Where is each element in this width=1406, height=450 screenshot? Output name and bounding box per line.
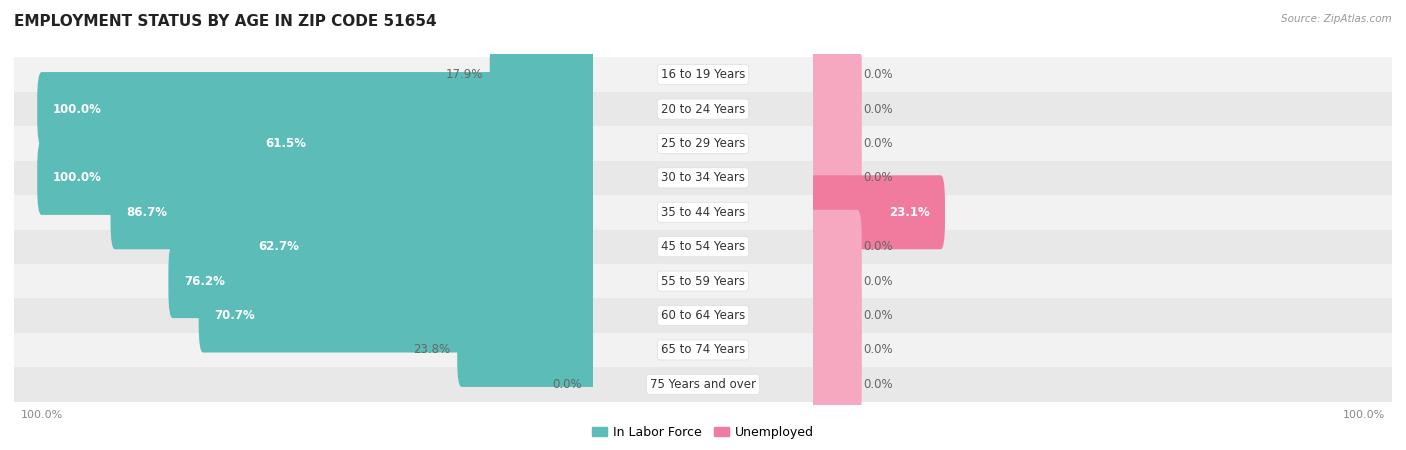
FancyBboxPatch shape — [813, 230, 1392, 264]
Text: 0.0%: 0.0% — [863, 171, 893, 184]
FancyBboxPatch shape — [14, 298, 593, 333]
Text: 100.0%: 100.0% — [52, 171, 101, 184]
FancyBboxPatch shape — [813, 195, 1392, 230]
FancyBboxPatch shape — [593, 161, 813, 195]
Text: 17.9%: 17.9% — [446, 68, 484, 81]
Text: 55 to 59 Years: 55 to 59 Years — [661, 274, 745, 288]
FancyBboxPatch shape — [14, 333, 593, 367]
FancyBboxPatch shape — [14, 161, 593, 195]
Text: 100.0%: 100.0% — [52, 103, 101, 116]
Text: 23.8%: 23.8% — [413, 343, 450, 356]
FancyBboxPatch shape — [813, 92, 1392, 126]
FancyBboxPatch shape — [593, 333, 813, 367]
Text: 0.0%: 0.0% — [863, 103, 893, 116]
FancyBboxPatch shape — [198, 279, 598, 352]
FancyBboxPatch shape — [14, 264, 593, 298]
FancyBboxPatch shape — [14, 367, 593, 401]
FancyBboxPatch shape — [813, 161, 1392, 195]
FancyBboxPatch shape — [813, 367, 1392, 401]
FancyBboxPatch shape — [808, 244, 862, 318]
FancyBboxPatch shape — [111, 176, 598, 249]
FancyBboxPatch shape — [808, 141, 862, 215]
FancyBboxPatch shape — [14, 58, 593, 92]
Text: 0.0%: 0.0% — [863, 274, 893, 288]
Text: 0.0%: 0.0% — [863, 309, 893, 322]
Text: 45 to 54 Years: 45 to 54 Years — [661, 240, 745, 253]
FancyBboxPatch shape — [808, 38, 862, 112]
Text: 0.0%: 0.0% — [863, 68, 893, 81]
Text: 35 to 44 Years: 35 to 44 Years — [661, 206, 745, 219]
FancyBboxPatch shape — [593, 367, 813, 401]
FancyBboxPatch shape — [808, 72, 862, 146]
Text: 61.5%: 61.5% — [264, 137, 307, 150]
Text: EMPLOYMENT STATUS BY AGE IN ZIP CODE 51654: EMPLOYMENT STATUS BY AGE IN ZIP CODE 516… — [14, 14, 437, 28]
Text: 0.0%: 0.0% — [863, 240, 893, 253]
FancyBboxPatch shape — [813, 298, 1392, 333]
FancyBboxPatch shape — [37, 141, 598, 215]
FancyBboxPatch shape — [243, 210, 598, 284]
FancyBboxPatch shape — [813, 126, 1392, 161]
FancyBboxPatch shape — [808, 347, 862, 421]
Text: 70.7%: 70.7% — [214, 309, 254, 322]
FancyBboxPatch shape — [14, 126, 593, 161]
Text: 0.0%: 0.0% — [863, 137, 893, 150]
Legend: In Labor Force, Unemployed: In Labor Force, Unemployed — [586, 421, 820, 444]
Text: 16 to 19 Years: 16 to 19 Years — [661, 68, 745, 81]
FancyBboxPatch shape — [808, 279, 862, 352]
FancyBboxPatch shape — [14, 230, 593, 264]
Text: 62.7%: 62.7% — [259, 240, 299, 253]
FancyBboxPatch shape — [808, 210, 862, 284]
Text: 23.1%: 23.1% — [889, 206, 929, 219]
Text: 0.0%: 0.0% — [863, 343, 893, 356]
FancyBboxPatch shape — [593, 230, 813, 264]
FancyBboxPatch shape — [593, 126, 813, 161]
Text: 76.2%: 76.2% — [184, 274, 225, 288]
FancyBboxPatch shape — [14, 195, 593, 230]
Text: Source: ZipAtlas.com: Source: ZipAtlas.com — [1281, 14, 1392, 23]
Text: 60 to 64 Years: 60 to 64 Years — [661, 309, 745, 322]
Text: 0.0%: 0.0% — [553, 378, 582, 391]
FancyBboxPatch shape — [14, 92, 593, 126]
FancyBboxPatch shape — [593, 298, 813, 333]
FancyBboxPatch shape — [813, 333, 1392, 367]
Text: 30 to 34 Years: 30 to 34 Years — [661, 171, 745, 184]
FancyBboxPatch shape — [813, 264, 1392, 298]
Text: 0.0%: 0.0% — [863, 378, 893, 391]
FancyBboxPatch shape — [457, 313, 598, 387]
FancyBboxPatch shape — [489, 38, 598, 112]
FancyBboxPatch shape — [808, 313, 862, 387]
FancyBboxPatch shape — [249, 107, 598, 180]
FancyBboxPatch shape — [37, 72, 598, 146]
FancyBboxPatch shape — [593, 264, 813, 298]
Text: 65 to 74 Years: 65 to 74 Years — [661, 343, 745, 356]
FancyBboxPatch shape — [808, 107, 862, 180]
Text: 20 to 24 Years: 20 to 24 Years — [661, 103, 745, 116]
FancyBboxPatch shape — [593, 195, 813, 230]
FancyBboxPatch shape — [593, 92, 813, 126]
FancyBboxPatch shape — [808, 176, 945, 249]
Text: 25 to 29 Years: 25 to 29 Years — [661, 137, 745, 150]
Text: 75 Years and over: 75 Years and over — [650, 378, 756, 391]
Text: 86.7%: 86.7% — [127, 206, 167, 219]
FancyBboxPatch shape — [593, 58, 813, 92]
FancyBboxPatch shape — [169, 244, 598, 318]
FancyBboxPatch shape — [813, 58, 1392, 92]
